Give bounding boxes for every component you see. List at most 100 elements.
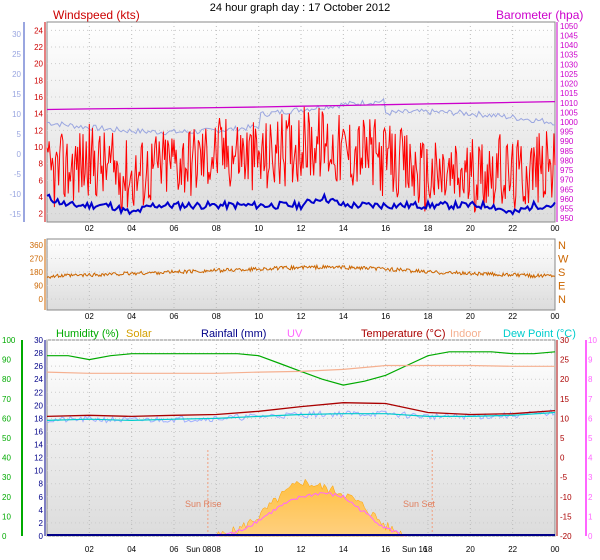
chart-title: 24 hour graph day : 17 October 2012 — [210, 2, 390, 14]
x-tick-label: 00 — [551, 312, 560, 321]
panel3-series — [46, 351, 556, 537]
rainfall-tick-label: 14 — [34, 441, 43, 450]
x-tick-label: 12 — [297, 545, 306, 554]
wind-secondary-tick-label: 0 — [17, 150, 22, 159]
temperature-tick-label: 20 — [560, 375, 569, 384]
rainfall-tick-label: 8 — [39, 480, 44, 489]
series-secondary-wind-line — [46, 97, 556, 136]
x-tick-label: 18 — [424, 312, 433, 321]
panel3-axes: 1009080706050403020100302826242220181614… — [2, 336, 597, 554]
direction-tick-label: 0 — [39, 295, 44, 304]
humidity-label: Humidity (%) — [56, 328, 119, 340]
rainfall-tick-label: 6 — [39, 493, 44, 502]
x-tick-label: 08 — [212, 224, 221, 233]
humidity-tick-label: 10 — [2, 512, 11, 521]
uv-tick-label: 4 — [588, 454, 593, 463]
panel-direction — [46, 238, 556, 311]
x-tick-label: 04 — [127, 312, 136, 321]
windspeed-tick-label: 2 — [39, 210, 44, 219]
x-tick-label: 16 — [381, 312, 390, 321]
direction-tick-label: 360 — [30, 241, 44, 250]
rainfall-label: Rainfall (mm) — [201, 328, 266, 340]
panel2-series — [46, 263, 556, 279]
temperature-tick-label: 10 — [560, 414, 569, 423]
compass-tick-label: N — [558, 240, 566, 252]
x-tick-label: 04 — [127, 545, 136, 554]
direction-tick-label: 270 — [30, 255, 44, 264]
barometer-tick-label: 995 — [560, 128, 574, 137]
sunset-time-label: Sun 16 — [402, 545, 428, 554]
barometer-tick-label: 990 — [560, 137, 574, 146]
rainfall-tick-label: 2 — [39, 519, 44, 528]
wind-secondary-tick-label: 30 — [12, 30, 21, 39]
wind-secondary-tick-label: 15 — [12, 90, 21, 99]
barometer-tick-label: 1015 — [560, 89, 578, 98]
barometer-tick-label: 1020 — [560, 80, 578, 89]
humidity-tick-label: 40 — [2, 454, 11, 463]
direction-tick-label: 90 — [34, 282, 43, 291]
humidity-tick-label: 80 — [2, 375, 11, 384]
x-tick-label: 22 — [508, 312, 517, 321]
sunset-label: Sun Set — [403, 499, 436, 509]
series-direction-line — [46, 263, 556, 279]
windspeed-tick-label: 12 — [34, 126, 43, 135]
x-tick-label: 06 — [170, 224, 179, 233]
x-tick-label: 20 — [466, 545, 475, 554]
series-average-wind-line — [46, 191, 556, 216]
rainfall-tick-label: 10 — [34, 467, 43, 476]
rainfall-tick-label: 22 — [34, 388, 43, 397]
barometer-tick-label: 1000 — [560, 118, 578, 127]
indoor-label: Indoor — [450, 328, 482, 340]
rainfall-tick-label: 4 — [39, 506, 44, 515]
temperature-tick-label: 5 — [560, 434, 565, 443]
x-tick-label: 10 — [254, 312, 263, 321]
windspeed-tick-label: 14 — [34, 110, 43, 119]
barometer-tick-label: 980 — [560, 156, 574, 165]
x-tick-label: 02 — [85, 545, 94, 554]
x-tick-label: 02 — [85, 224, 94, 233]
panel3-sun-markers: Sun Rise Sun Set Sun 08 Sun 16 — [185, 499, 436, 554]
solar-label: Solar — [126, 328, 152, 340]
barometer-tick-label: 1035 — [560, 51, 578, 60]
x-tick-label: 02 — [85, 312, 94, 321]
x-tick-label: 10 — [254, 224, 263, 233]
x-tick-label: 22 — [508, 545, 517, 554]
rainfall-tick-label: 18 — [34, 414, 43, 423]
dewpoint-label: Dew Point (°C) — [503, 328, 576, 340]
compass-tick-label: E — [558, 281, 565, 293]
uv-tick-label: 9 — [588, 356, 593, 365]
barometer-tick-label: 1025 — [560, 70, 578, 79]
panel1-axes: 24222018161412108642302520151050-5-10-15… — [9, 22, 578, 233]
sunrise-time-label: Sun 08 — [186, 545, 212, 554]
temperature-tick-label: 25 — [560, 356, 569, 365]
wind-secondary-tick-label: -15 — [9, 210, 21, 219]
barometer-tick-label: 1030 — [560, 60, 578, 69]
barometer-tick-label: 955 — [560, 205, 574, 214]
x-tick-label: 14 — [339, 545, 348, 554]
windspeed-tick-label: 8 — [39, 160, 44, 169]
x-tick-label: 14 — [339, 312, 348, 321]
x-tick-label: 04 — [127, 224, 136, 233]
x-tick-label: 20 — [466, 312, 475, 321]
temperature-tick-label: 30 — [560, 336, 569, 345]
windspeed-tick-label: 4 — [39, 193, 44, 202]
humidity-tick-label: 20 — [2, 493, 11, 502]
uv-tick-label: 1 — [588, 512, 593, 521]
temperature-tick-label: 0 — [560, 454, 565, 463]
series-uv-line — [216, 492, 407, 537]
temperature-tick-label: -10 — [560, 493, 572, 502]
rainfall-tick-label: 28 — [34, 349, 43, 358]
humidity-tick-label: 0 — [2, 532, 7, 541]
humidity-tick-label: 70 — [2, 395, 11, 404]
temperature-tick-label: 15 — [560, 395, 569, 404]
rainfall-tick-label: 0 — [39, 532, 44, 541]
direction-tick-label: 180 — [30, 268, 44, 277]
barometer-tick-label: 960 — [560, 195, 574, 204]
uv-tick-label: 7 — [588, 395, 593, 404]
wind-secondary-tick-label: 5 — [17, 130, 22, 139]
rainfall-tick-label: 20 — [34, 401, 43, 410]
barometer-tick-label: 985 — [560, 147, 574, 156]
